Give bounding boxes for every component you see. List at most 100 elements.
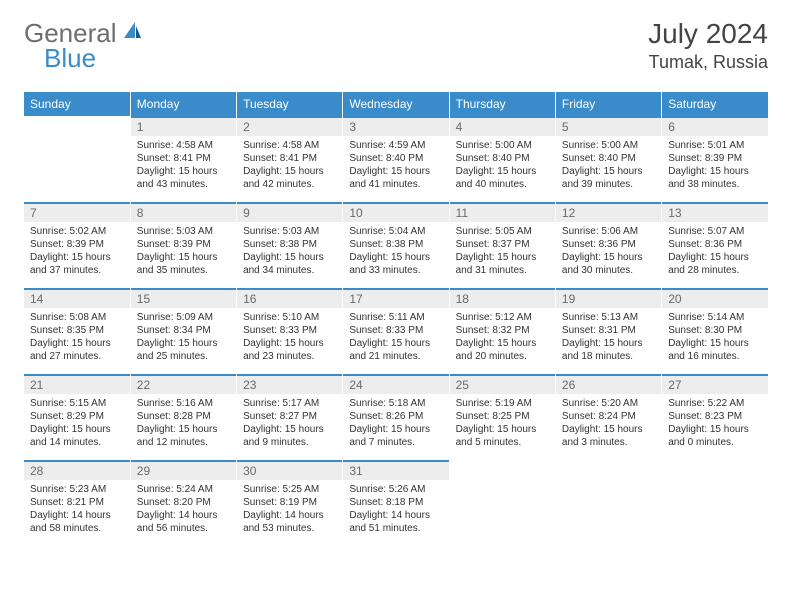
sunset-line: Sunset: 8:41 PM [243, 153, 317, 164]
day-number: 31 [343, 460, 448, 480]
sunrise-line: Sunrise: 4:59 AM [349, 140, 425, 151]
day-content: Sunrise: 5:17 AMSunset: 8:27 PMDaylight:… [237, 394, 342, 455]
calendar-cell: 17Sunrise: 5:11 AMSunset: 8:33 PMDayligh… [343, 288, 449, 374]
day-number: 10 [343, 202, 448, 222]
calendar-cell: 21Sunrise: 5:15 AMSunset: 8:29 PMDayligh… [24, 374, 130, 460]
logo-sail-icon [121, 20, 143, 47]
sunrise-line: Sunrise: 5:05 AM [456, 226, 532, 237]
calendar-cell: 20Sunrise: 5:14 AMSunset: 8:30 PMDayligh… [662, 288, 768, 374]
sunrise-line: Sunrise: 5:02 AM [30, 226, 106, 237]
sunset-line: Sunset: 8:40 PM [562, 153, 636, 164]
day-header: Friday [555, 92, 661, 116]
sunset-line: Sunset: 8:26 PM [349, 411, 423, 422]
daylight-line: Daylight: 15 hours and 7 minutes. [349, 424, 430, 448]
calendar-cell: 11Sunrise: 5:05 AMSunset: 8:37 PMDayligh… [449, 202, 555, 288]
day-content: Sunrise: 5:18 AM Sunset: 8:26 PM Daylight:… [343, 394, 448, 455]
daylight-line: Daylight: 15 hours and 38 minutes. [668, 166, 749, 190]
daylight-line: Daylight: 15 hours and 43 minutes. [137, 166, 218, 190]
sunset-line: Sunset: 8:39 PM [137, 239, 211, 250]
day-number: 19 [556, 288, 661, 308]
day-number: 6 [662, 116, 768, 136]
day-number: 2 [237, 116, 342, 136]
day-content: Sunrise: 5:22 AMSunset: 8:23 PMDaylight:… [662, 394, 768, 455]
calendar-cell: 10Sunrise: 5:04 AMSunset: 8:38 PMDayligh… [343, 202, 449, 288]
calendar-cell: 13Sunrise: 5:07 AMSunset: 8:36 PMDayligh… [662, 202, 768, 288]
day-number: 1 [131, 116, 236, 136]
calendar-cell: 26Sunrise: 5:20 AMSunset: 8:24 PMDayligh… [555, 374, 661, 460]
sunrise-line: Sunrise: 5:22 AM [668, 398, 744, 409]
day-content: Sunrise: 5:07 AMSunset: 8:36 PMDaylight:… [662, 222, 768, 283]
daylight-line: Daylight: 15 hours and 3 minutes. [562, 424, 643, 448]
sunset-line: Sunset: 8:25 PM [456, 411, 530, 422]
sunset-line: Sunset: 8:28 PM [137, 411, 211, 422]
day-number: 24 [343, 374, 448, 394]
daylight-line: Daylight: 14 hours and 58 minutes. [30, 510, 111, 534]
day-content: Sunrise: 5:24 AMSunset: 8:20 PMDaylight:… [131, 480, 236, 541]
sunset-line: Sunset: 8:39 PM [30, 239, 104, 250]
sunrise-line: Sunrise: 5:16 AM [137, 398, 213, 409]
daylight-line: Daylight: 15 hours and 18 minutes. [562, 338, 643, 362]
day-content: Sunrise: 5:13 AMSunset: 8:31 PMDaylight:… [556, 308, 661, 369]
daylight-line: Daylight: 15 hours and 34 minutes. [243, 252, 324, 276]
sunset-line: Sunset: 8:33 PM [349, 325, 423, 336]
daylight-line: Daylight: 15 hours and 37 minutes. [30, 252, 111, 276]
sunrise-line: Sunrise: 4:58 AM [243, 140, 319, 151]
calendar-table: SundayMondayTuesdayWednesdayThursdayFrid… [24, 92, 768, 546]
sunrise-line: Sunrise: 5:01 AM [668, 140, 744, 151]
day-content: Sunrise: 5:14 AMSunset: 8:30 PMDaylight:… [662, 308, 768, 369]
calendar-cell: 14Sunrise: 5:08 AMSunset: 8:35 PMDayligh… [24, 288, 130, 374]
day-content: Sunrise: 4:59 AM Sunset: 8:40 PM Daylight:… [343, 136, 448, 197]
daylight-line: Daylight: 15 hours and 14 minutes. [30, 424, 111, 448]
day-number: 26 [556, 374, 661, 394]
sunset-line: Sunset: 8:27 PM [243, 411, 317, 422]
calendar-cell: 15Sunrise: 5:09 AMSunset: 8:34 PMDayligh… [130, 288, 236, 374]
daylight-line: Daylight: 14 hours and 51 minutes. [349, 510, 430, 534]
daylight-line: Daylight: 15 hours and 41 minutes. [349, 166, 430, 190]
daylight-line: Daylight: 15 hours and 0 minutes. [668, 424, 749, 448]
sunset-line: Sunset: 8:40 PM [349, 153, 423, 164]
title-block: July 2024 Tumak, Russia [648, 18, 768, 73]
sunrise-line: Sunrise: 5:18 AM [349, 398, 425, 409]
calendar-cell: 6Sunrise: 5:01 AMSunset: 8:39 PMDaylight… [662, 116, 768, 202]
sunset-line: Sunset: 8:21 PM [30, 497, 104, 508]
calendar-cell: 31Sunrise: 5:26 AMSunset: 8:18 PMDayligh… [343, 460, 449, 546]
calendar-cell: 5Sunrise: 5:00 AMSunset: 8:40 PMDaylight… [555, 116, 661, 202]
day-content: Sunrise: 5:09 AMSunset: 8:34 PMDaylight:… [131, 308, 236, 369]
sunrise-line: Sunrise: 5:06 AM [562, 226, 638, 237]
sunrise-line: Sunrise: 5:20 AM [562, 398, 638, 409]
daylight-line: Daylight: 15 hours and 28 minutes. [668, 252, 749, 276]
day-content: Sunrise: 5:20 AMSunset: 8:24 PMDaylight:… [556, 394, 661, 455]
day-content: Sunrise: 5:03 AMSunset: 8:38 PMDaylight:… [237, 222, 342, 283]
calendar-cell: 25Sunrise: 5:19 AMSunset: 8:25 PMDayligh… [449, 374, 555, 460]
day-number: 28 [24, 460, 130, 480]
day-content: Sunrise: 5:04 AMSunset: 8:38 PMDaylight:… [343, 222, 448, 283]
day-content: Sunrise: 5:00 AMSunset: 8:40 PMDaylight:… [556, 136, 661, 197]
day-content: Sunrise: 5:23 AM Sunset: 8:21 PM Daylight:… [24, 480, 130, 541]
sunset-line: Sunset: 8:33 PM [243, 325, 317, 336]
day-number: 15 [131, 288, 236, 308]
calendar-cell: 9Sunrise: 5:03 AMSunset: 8:38 PMDaylight… [237, 202, 343, 288]
location: Tumak, Russia [648, 52, 768, 73]
day-number: 21 [24, 374, 130, 394]
calendar-week-row: 7Sunrise: 5:02 AMSunset: 8:39 PMDaylight… [24, 202, 768, 288]
day-number: 9 [237, 202, 342, 222]
sunset-line: Sunset: 8:41 PM [137, 153, 211, 164]
sunset-line: Sunset: 8:36 PM [562, 239, 636, 250]
sunset-line: Sunset: 8:36 PM [668, 239, 742, 250]
day-number: 20 [662, 288, 768, 308]
calendar-cell: 22Sunrise: 5:16 AMSunset: 8:28 PMDayligh… [130, 374, 236, 460]
calendar-cell: 29Sunrise: 5:24 AMSunset: 8:20 PMDayligh… [130, 460, 236, 546]
calendar-cell: 27Sunrise: 5:22 AMSunset: 8:23 PMDayligh… [662, 374, 768, 460]
day-number: 18 [450, 288, 555, 308]
day-number: 5 [556, 116, 661, 136]
sunrise-line: Sunrise: 5:24 AM [137, 484, 213, 495]
sunrise-line: Sunrise: 5:04 AM [349, 226, 425, 237]
sunrise-line: Sunrise: 5:00 AM [562, 140, 638, 151]
calendar-cell [662, 460, 768, 546]
sunrise-line: Sunrise: 5:23 AM [30, 484, 106, 495]
daylight-line: Daylight: 15 hours and 33 minutes. [349, 252, 430, 276]
month-year: July 2024 [648, 18, 768, 50]
day-content: Sunrise: 5:06 AMSunset: 8:36 PMDaylight:… [556, 222, 661, 283]
sunrise-line: Sunrise: 5:09 AM [137, 312, 213, 323]
calendar-header-row: SundayMondayTuesdayWednesdayThursdayFrid… [24, 92, 768, 116]
